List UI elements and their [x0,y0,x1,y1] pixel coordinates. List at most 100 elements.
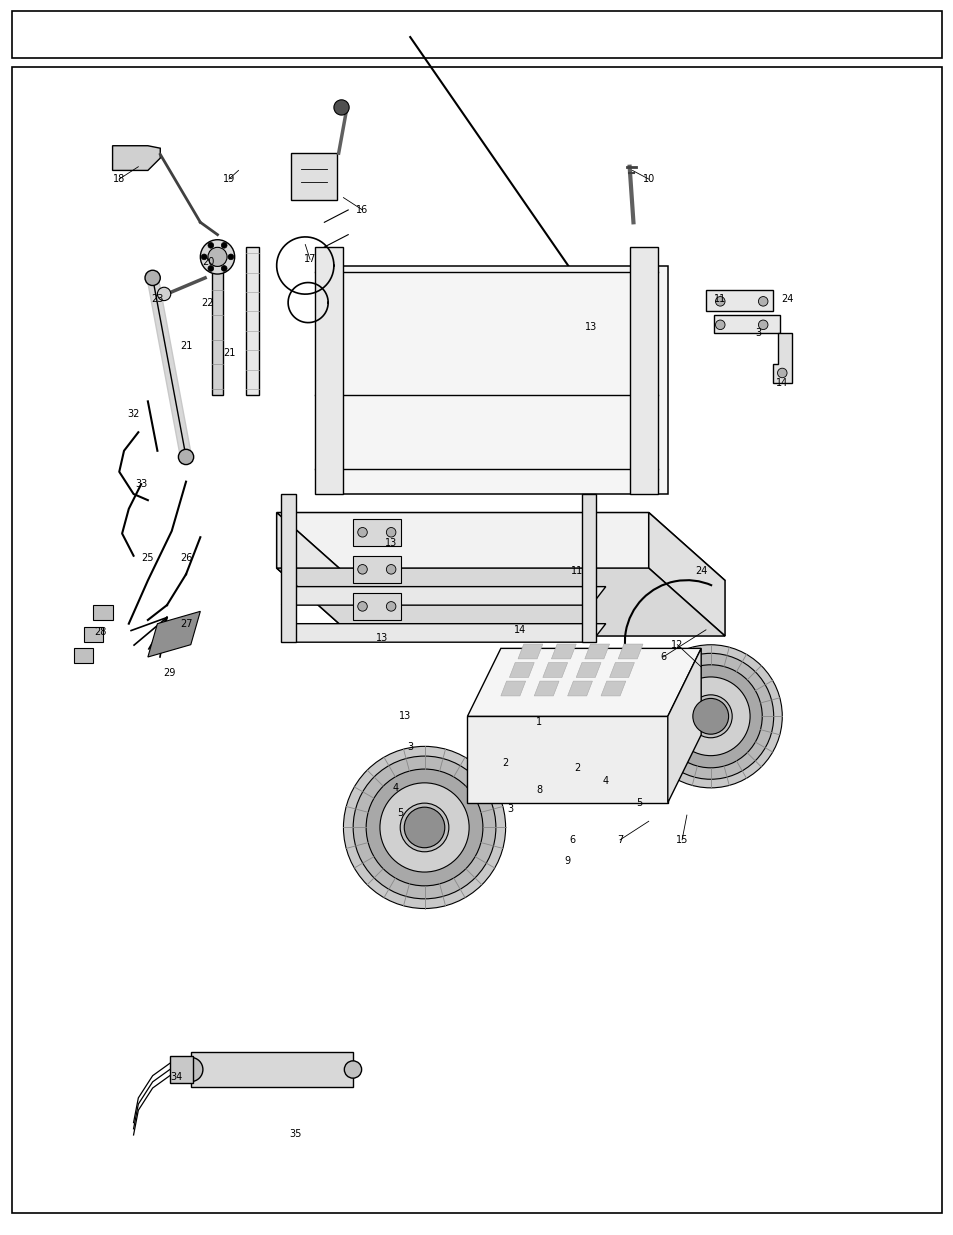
Text: 32: 32 [128,409,139,419]
Polygon shape [353,519,400,546]
Polygon shape [334,266,667,494]
Text: 4: 4 [602,776,608,785]
Polygon shape [74,648,93,663]
Text: 21: 21 [223,348,234,358]
Text: 6: 6 [659,652,665,662]
Text: 27: 27 [179,619,193,629]
Text: 33: 33 [135,479,147,489]
Ellipse shape [353,756,496,899]
Text: 24: 24 [695,566,706,576]
Bar [12,11,941,58]
Ellipse shape [357,601,367,611]
Ellipse shape [688,695,732,737]
Polygon shape [542,662,567,677]
Text: 3: 3 [407,742,413,752]
Text: 21: 21 [180,341,192,351]
Polygon shape [581,494,596,642]
Polygon shape [600,682,625,697]
Ellipse shape [758,320,767,330]
Text: 19: 19 [223,174,234,184]
Text: 11: 11 [714,294,725,304]
Polygon shape [509,662,534,677]
Text: 23: 23 [152,294,163,304]
Text: 14: 14 [514,625,525,635]
Text: 5: 5 [397,808,403,818]
Ellipse shape [221,242,227,248]
Text: 13: 13 [385,538,396,548]
Ellipse shape [208,247,227,267]
Text: 29: 29 [164,668,175,678]
Ellipse shape [671,677,749,756]
Polygon shape [314,247,343,494]
Polygon shape [467,716,667,803]
Polygon shape [618,645,642,659]
Text: 9: 9 [564,856,570,866]
Ellipse shape [208,266,213,272]
Polygon shape [648,513,724,636]
Text: 3: 3 [507,804,513,814]
Polygon shape [713,315,780,333]
Text: 15: 15 [676,835,687,845]
Text: 14: 14 [776,378,787,388]
Polygon shape [291,153,336,200]
Ellipse shape [639,645,781,788]
Text: 6: 6 [569,835,575,845]
Ellipse shape [366,769,482,885]
Polygon shape [246,247,259,395]
Text: 22: 22 [201,298,214,308]
Polygon shape [576,662,600,677]
Polygon shape [353,593,400,620]
Ellipse shape [200,240,234,274]
Ellipse shape [386,601,395,611]
Text: 28: 28 [94,627,106,637]
Ellipse shape [659,664,761,768]
Text: 11: 11 [571,566,582,576]
Text: 24: 24 [781,294,792,304]
Text: 4: 4 [393,783,398,793]
Text: 3: 3 [755,329,760,338]
Ellipse shape [221,266,227,272]
Polygon shape [281,494,295,642]
Text: 35: 35 [290,1129,301,1139]
Polygon shape [93,605,112,620]
Ellipse shape [715,320,724,330]
Polygon shape [281,624,605,642]
Text: 20: 20 [202,257,213,267]
Polygon shape [584,645,609,659]
Text: 17: 17 [304,254,315,264]
Polygon shape [500,682,525,697]
Text: 26: 26 [180,553,192,563]
Ellipse shape [400,803,448,852]
Polygon shape [170,1056,193,1083]
Polygon shape [276,513,353,636]
Text: 13: 13 [375,634,387,643]
Ellipse shape [386,564,395,574]
Polygon shape [629,247,658,494]
Text: 12: 12 [671,640,682,650]
Ellipse shape [357,527,367,537]
Text: 16: 16 [356,205,368,215]
Polygon shape [609,662,634,677]
Ellipse shape [208,242,213,248]
Ellipse shape [715,296,724,306]
Ellipse shape [404,808,444,847]
Ellipse shape [178,1057,203,1082]
Ellipse shape [334,100,349,115]
Text: 18: 18 [113,174,125,184]
Ellipse shape [344,1061,361,1078]
Ellipse shape [758,296,767,306]
Text: 2: 2 [574,763,579,773]
Text: 7: 7 [617,835,622,845]
Polygon shape [281,587,605,605]
Polygon shape [567,682,592,697]
Polygon shape [517,645,542,659]
Polygon shape [191,1052,353,1087]
Polygon shape [353,556,400,583]
Ellipse shape [357,564,367,574]
Polygon shape [212,262,223,395]
Text: 5: 5 [636,798,641,808]
Polygon shape [84,627,103,642]
Ellipse shape [178,450,193,464]
Polygon shape [551,645,576,659]
Text: 25: 25 [141,553,154,563]
